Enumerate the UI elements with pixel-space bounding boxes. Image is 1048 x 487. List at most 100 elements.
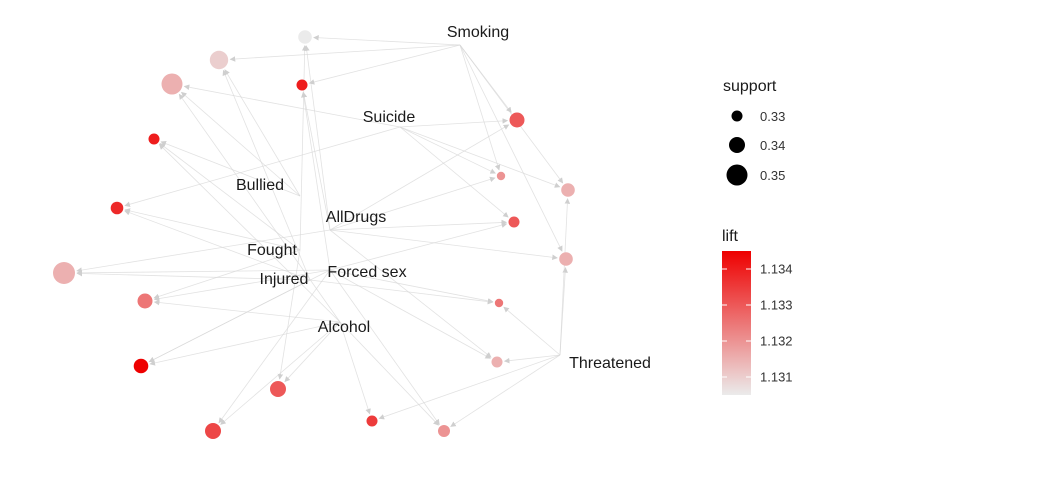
item-label-fought: Fought — [247, 242, 297, 259]
support-legend-label: 0.34 — [760, 138, 785, 153]
rule-node — [133, 358, 149, 374]
lift-tick-label: 1.131 — [760, 370, 793, 385]
rule-node — [161, 73, 183, 95]
rule-edge — [76, 269, 331, 276]
rule-edge — [277, 249, 301, 380]
item-label-alcohol: Alcohol — [318, 319, 370, 336]
rule-nodes-layer — [53, 30, 575, 439]
rule-node — [137, 293, 153, 309]
rule-edge — [158, 143, 341, 323]
rule-node — [298, 30, 312, 44]
rule-node — [296, 79, 308, 91]
rule-edge — [329, 124, 510, 231]
rule-edge — [224, 69, 301, 197]
rule-edge — [329, 219, 508, 231]
rule-edge — [329, 229, 558, 261]
rule-edge — [503, 354, 561, 364]
rule-edge — [222, 69, 311, 281]
rule-edge — [153, 249, 301, 300]
rule-edge — [220, 321, 341, 425]
item-label-smoking: Smoking — [447, 24, 509, 41]
support-legend-label: 0.35 — [760, 168, 785, 183]
lift-tick-label: 1.132 — [760, 334, 793, 349]
rule-edge — [308, 44, 461, 85]
rule-node — [209, 50, 229, 70]
rule-edge — [339, 321, 439, 426]
rule-edge — [229, 44, 461, 62]
support-legend-key-medium — [729, 137, 745, 153]
rule-node — [438, 425, 450, 437]
rule-node — [270, 381, 286, 397]
lift-legend-title: lift — [722, 228, 739, 245]
rule-edge — [459, 44, 512, 113]
rule-edge — [303, 45, 331, 231]
item-label-threatened: Threatened — [569, 355, 651, 372]
item-label-forced-sex: Forced sex — [327, 264, 406, 281]
rule-edge — [399, 126, 496, 174]
rule-node — [366, 415, 378, 427]
rule-edge — [159, 143, 301, 251]
rule-edge — [399, 126, 509, 218]
support-legend: support 0.33 0.34 0.35 — [723, 78, 785, 186]
rule-node — [509, 112, 525, 128]
rule-edge — [149, 321, 341, 366]
rule-edge — [301, 91, 331, 231]
lift-legend: lift 1.134 1.133 1.132 1.131 — [722, 228, 793, 395]
rule-edge — [503, 306, 561, 356]
rule-node — [491, 356, 503, 368]
lift-colorbar — [722, 251, 751, 395]
rule-edge — [124, 208, 301, 251]
rule-edge — [313, 34, 461, 46]
rule-edge — [399, 126, 561, 188]
rule-edge — [329, 269, 494, 304]
lift-tick-label: 1.134 — [760, 262, 793, 277]
rule-edge — [329, 229, 492, 358]
rule-edge — [450, 354, 561, 427]
rule-edge — [329, 269, 440, 425]
rule-edge — [284, 321, 341, 383]
rule-edge — [329, 269, 491, 359]
rule-edge — [459, 44, 501, 171]
support-legend-key-small — [731, 110, 743, 122]
rule-edge — [399, 118, 509, 128]
rule-edge — [329, 222, 508, 271]
support-legend-key-large — [726, 164, 748, 186]
rule-edge — [309, 279, 494, 305]
rule-edge — [378, 354, 561, 420]
edges-layer — [76, 34, 571, 427]
rule-edge — [329, 176, 496, 231]
item-label-bullied: Bullied — [236, 177, 284, 194]
rule-node — [496, 171, 506, 181]
lift-colorbar-ticks: 1.134 1.133 1.132 1.131 — [722, 262, 793, 385]
rule-node — [494, 298, 504, 308]
rule-edge — [148, 269, 331, 363]
item-label-injured: Injured — [260, 271, 309, 288]
rule-edge — [124, 210, 311, 281]
lift-tick-label: 1.133 — [760, 298, 793, 313]
rule-edge — [301, 91, 331, 271]
rule-edge — [339, 321, 371, 415]
rule-node — [559, 252, 573, 266]
rule-node — [110, 201, 124, 215]
rule-node — [561, 183, 575, 197]
rule-node — [508, 216, 520, 228]
rule-edge — [180, 91, 301, 197]
item-label-alldrugs: AllDrugs — [326, 209, 386, 226]
rule-edge — [178, 93, 341, 323]
support-legend-title: support — [723, 78, 777, 95]
item-label-suicide: Suicide — [363, 109, 416, 126]
rule-edge — [76, 270, 311, 281]
rule-edge — [218, 269, 331, 424]
rule-node — [148, 133, 160, 145]
rule-edge — [124, 126, 401, 208]
rule-node — [53, 262, 75, 284]
rule-edge — [160, 140, 301, 197]
rule-edge — [299, 45, 308, 251]
rule-edge — [153, 269, 331, 302]
rule-edge — [459, 44, 563, 252]
rule-edge — [76, 229, 331, 273]
item-labels: Smoking Suicide Bullied AllDrugs Fought … — [236, 24, 651, 372]
rule-node — [205, 423, 221, 439]
rule-edge — [559, 198, 571, 356]
